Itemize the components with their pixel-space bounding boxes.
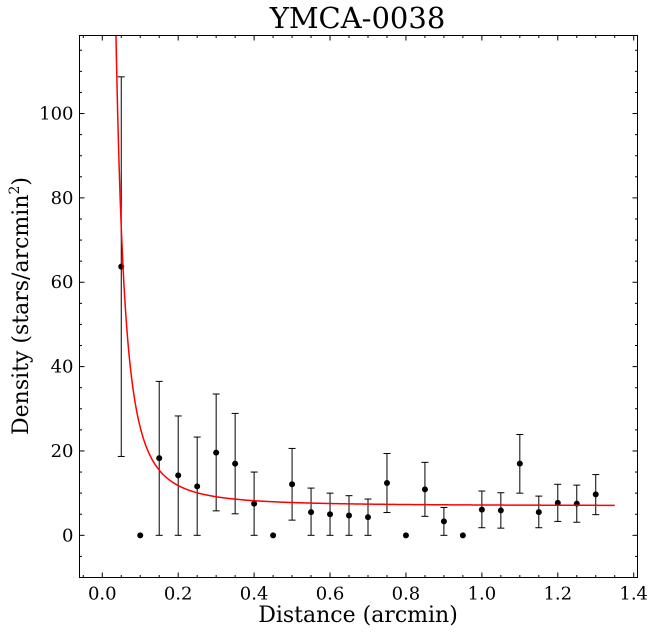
data-point-group [535, 495, 543, 529]
data-point [156, 455, 163, 462]
data-layer [115, 35, 615, 539]
x-tick-label: 1.4 [619, 584, 648, 605]
data-point-group [231, 412, 239, 515]
y-tick-label: 0 [62, 525, 73, 546]
data-point-group [326, 492, 334, 536]
data-point-group [383, 452, 391, 514]
data-point-group [440, 506, 448, 536]
data-point-group [174, 415, 182, 536]
x-tick-label: 1.2 [543, 584, 572, 605]
data-point-group [402, 532, 409, 539]
y-axis-title-close: ) [9, 177, 34, 186]
data-point [289, 481, 296, 488]
chart-title: YMCA-0038 [269, 1, 446, 35]
data-point [592, 491, 599, 498]
data-point [383, 480, 390, 487]
x-axis: 0.0 0.2 0.4 0.6 0.8 1.0 1.2 1.4 [82, 35, 648, 605]
x-tick-label: 1.0 [468, 584, 497, 605]
y-tick-label: 40 [51, 357, 74, 378]
data-point-group [592, 474, 600, 516]
data-point-group [345, 495, 353, 536]
data-point-group [155, 380, 163, 536]
data-point [497, 507, 504, 514]
x-tick-label: 0.0 [88, 584, 117, 605]
x-tick-label: 0.6 [316, 584, 345, 605]
y-tick-label: 60 [51, 272, 74, 293]
data-point [137, 532, 144, 539]
y-axis-title-main: Density (stars/arcmin [9, 195, 34, 436]
plot-area [79, 35, 638, 578]
data-point-group [307, 487, 315, 536]
data-point [308, 509, 315, 516]
data-point [270, 532, 277, 539]
data-point-group [250, 471, 258, 536]
y-axis: 0 20 40 60 80 100 [39, 49, 638, 557]
data-point-group [497, 492, 505, 529]
data-point-group [516, 434, 524, 494]
x-axis-title: Distance (arcmin) [258, 603, 458, 628]
data-point [175, 472, 182, 479]
data-point [421, 486, 428, 493]
data-point [346, 512, 353, 519]
data-point [232, 460, 239, 467]
data-point [194, 483, 201, 490]
x-tick-label: 0.8 [392, 584, 421, 605]
y-axis-title: Density (stars/arcmin2) [7, 177, 34, 435]
data-point-group [478, 490, 486, 529]
fit-curve [115, 35, 615, 507]
data-point [213, 449, 220, 456]
y-tick-label: 100 [39, 104, 73, 125]
data-point-group [212, 393, 220, 512]
data-point-group [554, 483, 562, 522]
y-tick-label: 80 [51, 188, 74, 209]
data-point-group [421, 461, 429, 517]
plot-frame [79, 35, 638, 578]
y-tick-label: 20 [51, 441, 74, 462]
data-point [327, 511, 334, 518]
data-point [535, 509, 542, 516]
data-point-group [193, 436, 201, 536]
data-point [516, 460, 523, 467]
y-axis-title-superscript: 2 [7, 186, 23, 195]
x-tick-label: 0.2 [164, 584, 193, 605]
data-point-group [459, 532, 466, 539]
data-point [364, 514, 371, 521]
data-point-group [573, 484, 581, 523]
data-point [440, 518, 447, 525]
x-tick-label: 0.4 [240, 584, 269, 605]
data-point [402, 532, 409, 539]
data-point [459, 532, 466, 539]
data-point-group [270, 532, 277, 539]
data-point [554, 499, 561, 506]
data-point-group [288, 447, 296, 521]
data-point [251, 500, 258, 507]
data-point [478, 506, 485, 513]
data-point-group [364, 498, 372, 536]
data-point-group [137, 532, 144, 539]
